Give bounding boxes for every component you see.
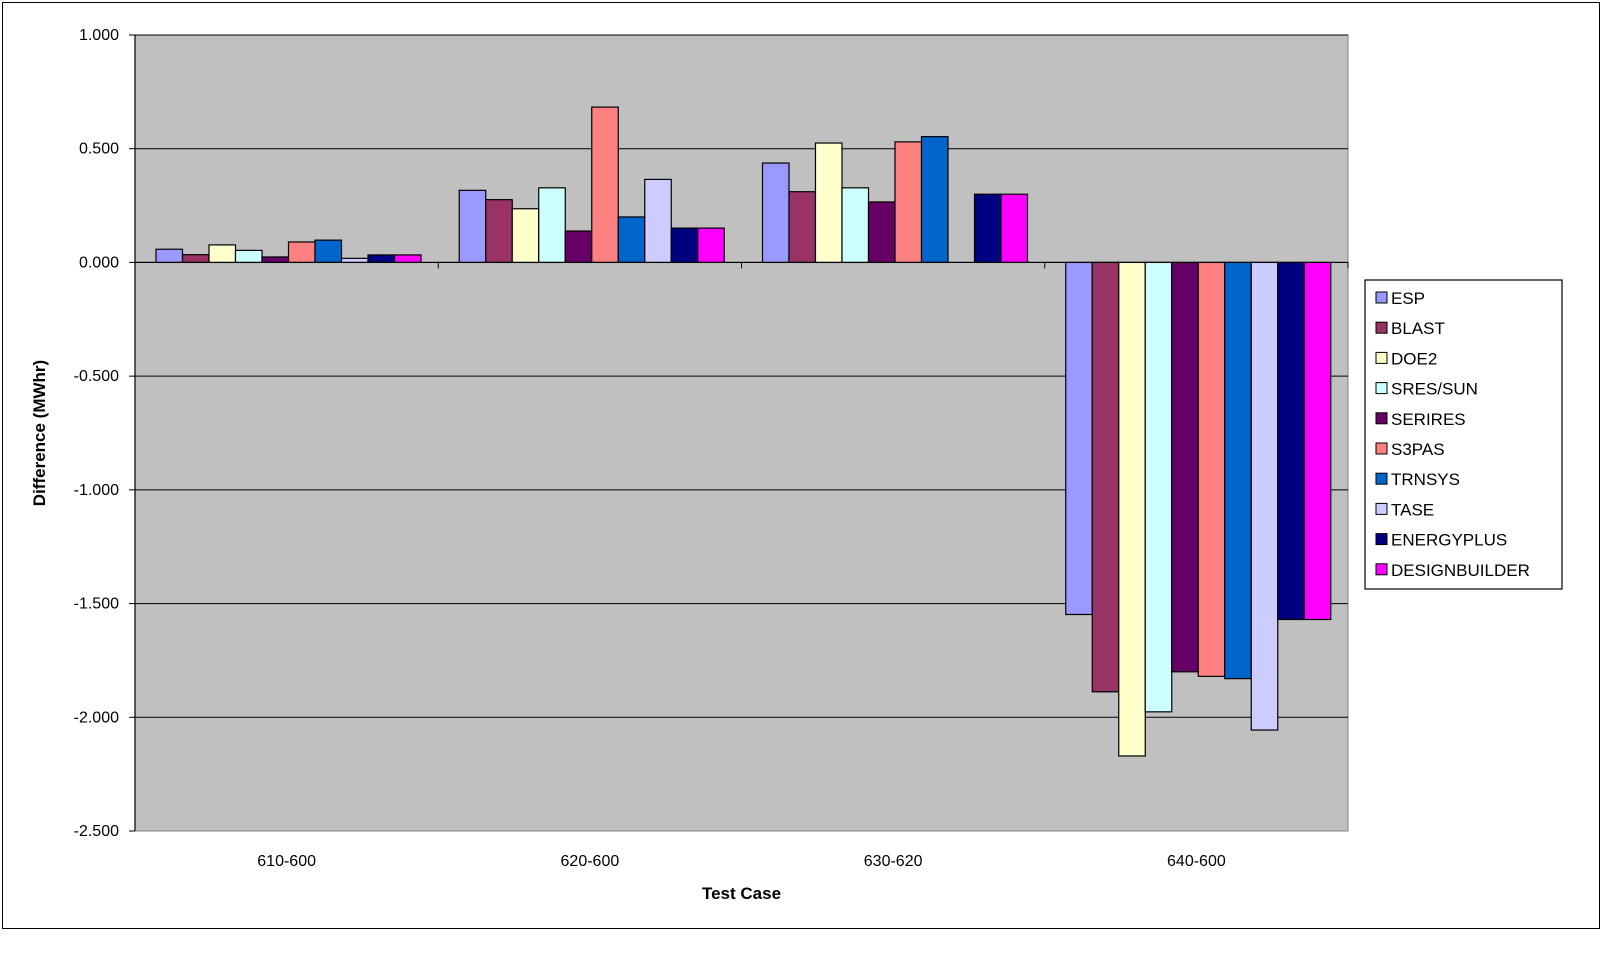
bar <box>538 187 566 264</box>
bar <box>367 254 396 264</box>
x-axis-title: Test Case <box>702 884 781 903</box>
y-tick-label: -1.500 <box>74 596 119 613</box>
bar <box>1171 261 1199 673</box>
bar <box>697 227 725 264</box>
bar <box>894 141 923 264</box>
bar <box>788 191 817 264</box>
bar <box>617 216 646 264</box>
y-tick-label: 1.000 <box>79 27 119 44</box>
bar <box>1065 261 1093 616</box>
bar <box>485 199 513 264</box>
y-tick-label: -1.000 <box>74 482 119 499</box>
legend-label: SERIRES <box>1391 410 1466 429</box>
x-tick-label: 640-600 <box>1167 853 1226 870</box>
legend-swatch <box>1375 412 1388 425</box>
x-tick-labels: 610-600 620-600 630-620 640-600 <box>257 853 1226 870</box>
axes <box>129 34 1349 832</box>
legend-label: ENERGYPLUS <box>1391 531 1507 550</box>
legend-swatch <box>1375 533 1388 546</box>
legend-label: DESIGNBUILDER <box>1391 561 1530 580</box>
bar <box>867 201 896 264</box>
legend-label: BLAST <box>1391 319 1445 338</box>
legend-label: SRES/SUN <box>1391 380 1478 399</box>
bar <box>1197 261 1226 677</box>
legend-swatch <box>1375 472 1388 485</box>
legend-swatch <box>1375 442 1388 455</box>
bar <box>1144 261 1173 713</box>
bar <box>155 248 184 264</box>
bar <box>920 136 949 264</box>
bar <box>1091 261 1120 693</box>
y-axis-title: Difference (MWhr) <box>30 360 49 506</box>
bar <box>181 254 210 264</box>
bars <box>155 106 1332 757</box>
bar <box>287 241 316 264</box>
bar <box>458 189 487 264</box>
bar <box>393 254 422 264</box>
bar <box>814 142 843 264</box>
bar <box>564 230 593 264</box>
bar <box>591 106 619 264</box>
legend-swatch <box>1375 563 1388 576</box>
bar <box>973 193 1002 264</box>
bar <box>841 187 870 264</box>
bar <box>340 257 369 264</box>
bar <box>670 227 699 264</box>
legend-label: DOE2 <box>1391 349 1437 368</box>
bar <box>761 162 790 264</box>
bar <box>511 208 540 264</box>
legend-label: S3PAS <box>1391 440 1445 459</box>
y-tick-label: -0.500 <box>74 368 119 385</box>
legend-swatch <box>1375 291 1388 304</box>
y-tick-label: 0.500 <box>79 141 119 158</box>
bar <box>644 178 672 264</box>
legend-swatch <box>1375 351 1388 364</box>
legend-swatch <box>1375 321 1388 334</box>
y-tick-label: -2.000 <box>74 709 119 726</box>
bar <box>1250 261 1279 731</box>
bar <box>314 239 343 264</box>
bar <box>1277 261 1305 621</box>
bar <box>208 244 237 264</box>
x-tick-label: 610-600 <box>257 853 316 870</box>
bar <box>1303 261 1332 621</box>
bar <box>261 256 290 264</box>
legend: ESP BLAST DOE2 SRES/SUN SERIRES S3PAS TRNSYS TA… <box>1364 279 1563 590</box>
y-tick-label: 0.000 <box>79 254 119 271</box>
bar <box>1224 261 1252 680</box>
x-tick-label: 620-600 <box>561 853 620 870</box>
legend-label: TRNSYS <box>1391 470 1460 489</box>
legend-label: ESP <box>1391 289 1425 308</box>
legend-label: TASE <box>1391 500 1434 519</box>
legend-swatch <box>1375 382 1388 395</box>
y-tick-labels: 1.000 0.500 0.000 -0.500 -1.000 -1.500 -2.000 -… <box>74 27 119 840</box>
bar <box>234 249 263 264</box>
x-tick-label: 630-620 <box>864 853 923 870</box>
y-tick-label: -2.500 <box>74 823 119 840</box>
legend-box <box>1364 279 1563 590</box>
bar <box>1118 261 1146 757</box>
bar <box>1000 193 1029 264</box>
legend-swatch <box>1375 502 1388 515</box>
